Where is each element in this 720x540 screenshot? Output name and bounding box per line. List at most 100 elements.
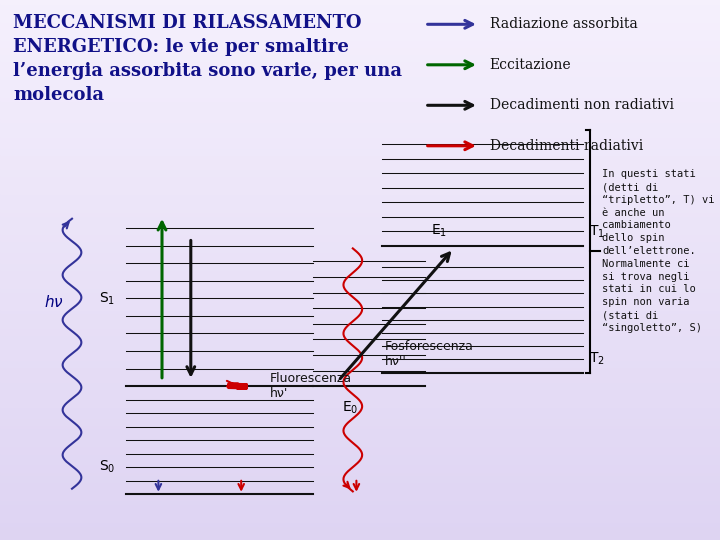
Bar <box>0 227 720 231</box>
Bar <box>0 393 720 396</box>
Bar <box>0 166 720 169</box>
Bar <box>0 396 720 400</box>
Bar <box>0 115 720 119</box>
Text: Decadimenti radiativi: Decadimenti radiativi <box>490 139 643 153</box>
Bar <box>0 277 720 281</box>
Bar <box>0 309 720 313</box>
Bar <box>0 313 720 317</box>
Bar <box>0 501 720 504</box>
Bar <box>0 421 720 425</box>
Bar <box>0 515 720 518</box>
Text: h$\nu$: h$\nu$ <box>44 294 64 310</box>
Bar <box>0 155 720 158</box>
Bar <box>0 389 720 393</box>
Bar <box>0 414 720 417</box>
Bar <box>0 320 720 324</box>
Bar <box>0 536 720 540</box>
Bar <box>0 259 720 263</box>
Text: Radiazione assorbita: Radiazione assorbita <box>490 17 637 31</box>
Bar <box>0 522 720 525</box>
Bar <box>0 47 720 50</box>
Bar <box>0 339 720 342</box>
Bar <box>0 471 720 475</box>
Bar <box>0 126 720 130</box>
Bar <box>0 374 720 378</box>
Bar <box>0 255 720 259</box>
Bar <box>0 72 720 76</box>
Bar <box>0 212 720 216</box>
Bar <box>0 7 720 11</box>
Bar <box>0 54 720 58</box>
Bar <box>0 410 720 414</box>
Bar <box>0 198 720 201</box>
Bar <box>0 511 720 515</box>
Bar <box>0 0 720 4</box>
Bar <box>0 266 720 270</box>
Bar <box>0 443 720 447</box>
Bar <box>0 58 720 61</box>
Bar <box>0 177 720 180</box>
Bar <box>0 238 720 241</box>
Text: MECCANISMI DI RILASSAMENTO
ENERGETICO: le vie per smaltire
l’energia assorbita s: MECCANISMI DI RILASSAMENTO ENERGETICO: l… <box>13 14 402 104</box>
Bar <box>0 400 720 403</box>
Bar <box>0 428 720 432</box>
Bar <box>0 180 720 184</box>
Bar <box>0 220 720 223</box>
Text: Fluorescenza
hν': Fluorescenza hν' <box>270 372 352 400</box>
Bar <box>0 191 720 194</box>
Bar <box>0 288 720 292</box>
Bar <box>0 252 720 255</box>
Bar <box>0 335 720 339</box>
Bar <box>0 497 720 501</box>
Bar <box>0 508 720 511</box>
Bar <box>0 83 720 86</box>
Bar <box>0 209 720 212</box>
Bar <box>0 112 720 115</box>
Bar <box>0 223 720 227</box>
Bar <box>0 403 720 407</box>
Bar <box>0 201 720 205</box>
Bar <box>0 36 720 39</box>
Bar <box>0 69 720 72</box>
Bar <box>0 234 720 238</box>
Bar <box>0 468 720 471</box>
Bar <box>0 39 720 43</box>
Bar <box>0 158 720 162</box>
Bar <box>0 144 720 147</box>
Text: Eccitazione: Eccitazione <box>490 58 571 72</box>
Bar <box>0 43 720 47</box>
Bar <box>0 4 720 7</box>
Bar <box>0 205 720 209</box>
Bar <box>0 90 720 93</box>
Bar <box>0 133 720 137</box>
Text: E$_1$: E$_1$ <box>431 223 446 239</box>
Bar <box>0 130 720 133</box>
Bar <box>0 342 720 346</box>
Bar <box>0 25 720 29</box>
Bar <box>0 173 720 177</box>
Bar <box>0 349 720 353</box>
Bar <box>0 79 720 83</box>
Bar <box>0 50 720 54</box>
Bar <box>0 529 720 533</box>
Bar <box>0 306 720 309</box>
Text: E$_0$: E$_0$ <box>342 400 359 416</box>
Bar <box>0 417 720 421</box>
Bar <box>0 518 720 522</box>
Bar <box>0 11 720 15</box>
Bar <box>0 162 720 166</box>
Bar <box>0 360 720 363</box>
Bar <box>0 22 720 25</box>
Bar <box>0 302 720 306</box>
Bar <box>0 15 720 18</box>
Bar <box>0 86 720 90</box>
Bar <box>0 328 720 331</box>
Bar <box>0 447 720 450</box>
Bar <box>0 187 720 191</box>
Bar <box>0 76 720 79</box>
Bar <box>0 123 720 126</box>
Bar <box>0 464 720 468</box>
Bar <box>0 65 720 69</box>
Bar <box>0 486 720 490</box>
Bar <box>0 299 720 302</box>
